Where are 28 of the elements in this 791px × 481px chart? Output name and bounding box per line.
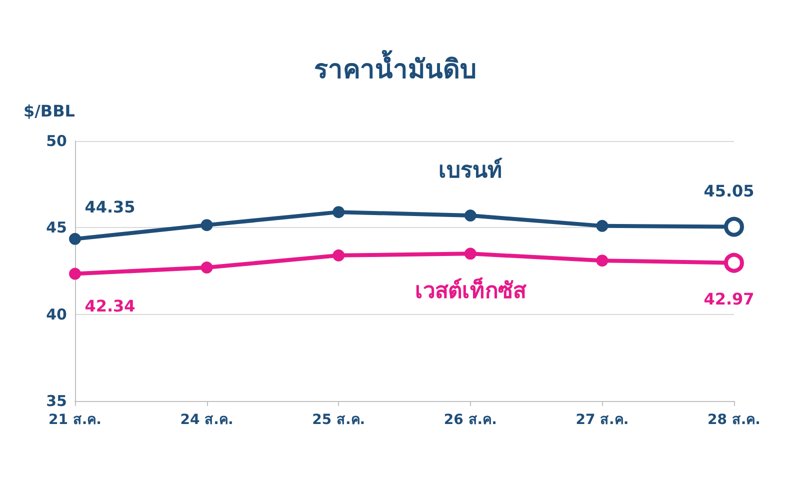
point (596, 254, 608, 267)
y-tick-label: 35 (46, 392, 67, 410)
y-tick-label: 45 (46, 218, 67, 237)
point (332, 249, 345, 262)
x-tick-label: 21 ส.ค. (48, 412, 102, 428)
y-axis-title: $/BBL (23, 102, 75, 120)
x-tick-label: 25 ส.ค. (312, 412, 366, 428)
x-tick-label: 26 ส.ค. (444, 412, 497, 428)
data-label: 42.34 (84, 296, 136, 316)
data-label: 45.05 (704, 181, 754, 200)
x-tick-label: 28 ส.ค. (708, 412, 760, 428)
point (69, 268, 81, 280)
series-label: เวสต์เท็กซัส (414, 276, 527, 304)
point (200, 219, 213, 232)
chart-title: ราคาน้ำมันดิบ (314, 49, 477, 85)
data-label: 44.35 (84, 197, 136, 216)
point (200, 262, 213, 274)
x-tick-label: 27 ส.ค. (576, 412, 629, 428)
y-tick-label: 50 (46, 132, 67, 150)
y-tick-label: 40 (46, 305, 67, 324)
point (69, 232, 81, 245)
point (332, 206, 345, 218)
x-tick-label: 24 ส.ค. (180, 412, 234, 428)
series-label: เบรนท์ (438, 158, 502, 184)
point (464, 210, 476, 222)
point (596, 220, 608, 232)
data-label: 42.97 (704, 289, 754, 308)
point (464, 248, 476, 260)
